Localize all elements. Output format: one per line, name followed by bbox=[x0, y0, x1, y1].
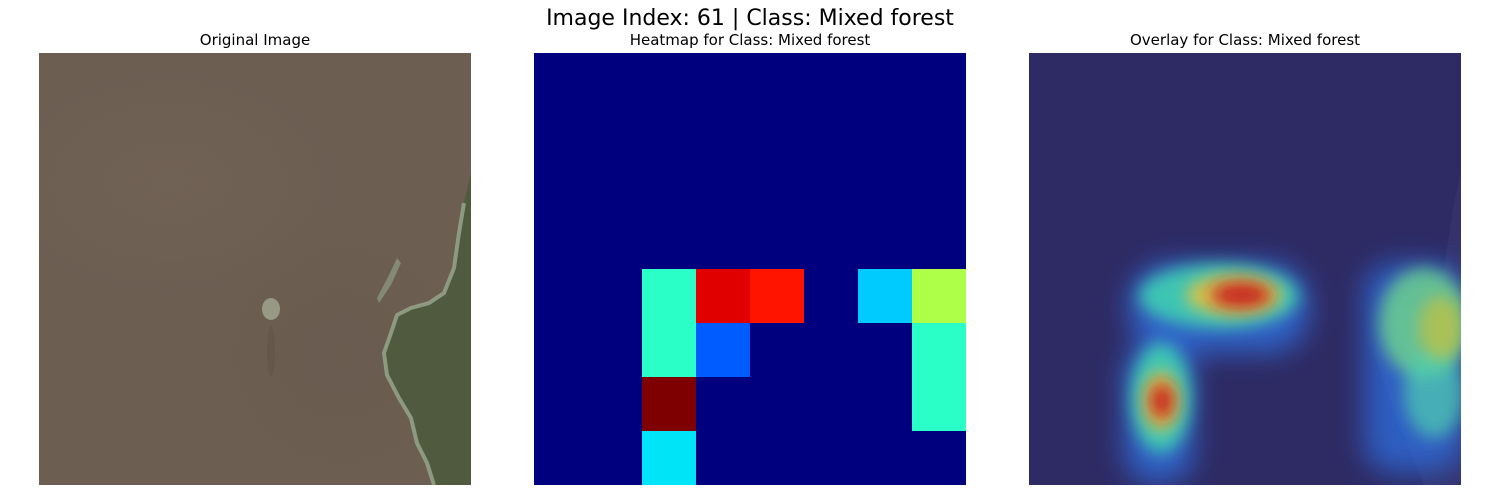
heatmap-grid bbox=[534, 53, 966, 485]
heatmap-cell bbox=[642, 431, 696, 485]
heatmap-cell bbox=[696, 323, 750, 377]
heatmap-cell bbox=[642, 377, 696, 431]
heatmap-cell bbox=[642, 269, 696, 323]
heatmap-image bbox=[534, 53, 966, 485]
overlay-svg bbox=[1029, 53, 1461, 485]
coast-spit bbox=[377, 258, 401, 303]
original-image bbox=[39, 53, 471, 485]
figure-suptitle: Image Index: 61 | Class: Mixed forest bbox=[546, 6, 954, 31]
heatmap-cell bbox=[858, 269, 912, 323]
water-texture bbox=[39, 53, 471, 485]
coastline bbox=[381, 202, 466, 485]
heatmap-cell bbox=[912, 323, 966, 377]
overlay-title: Overlay for Class: Mixed forest bbox=[1129, 31, 1361, 49]
heatmap-cell bbox=[750, 269, 804, 323]
original-image-svg bbox=[262, 173, 471, 485]
heatmap-cell bbox=[912, 377, 966, 431]
overlay-hot bbox=[1150, 282, 1271, 419]
island-shadow bbox=[267, 326, 275, 376]
small-island bbox=[262, 298, 280, 320]
heatmap-title: Heatmap for Class: Mixed forest bbox=[629, 31, 871, 49]
heatmap-cell bbox=[696, 269, 750, 323]
heatmap-cell bbox=[912, 269, 966, 323]
overlay-image bbox=[1029, 53, 1461, 485]
land-area bbox=[384, 173, 471, 485]
original-image-title: Original Image bbox=[199, 31, 311, 49]
heatmap-cell bbox=[642, 323, 696, 377]
